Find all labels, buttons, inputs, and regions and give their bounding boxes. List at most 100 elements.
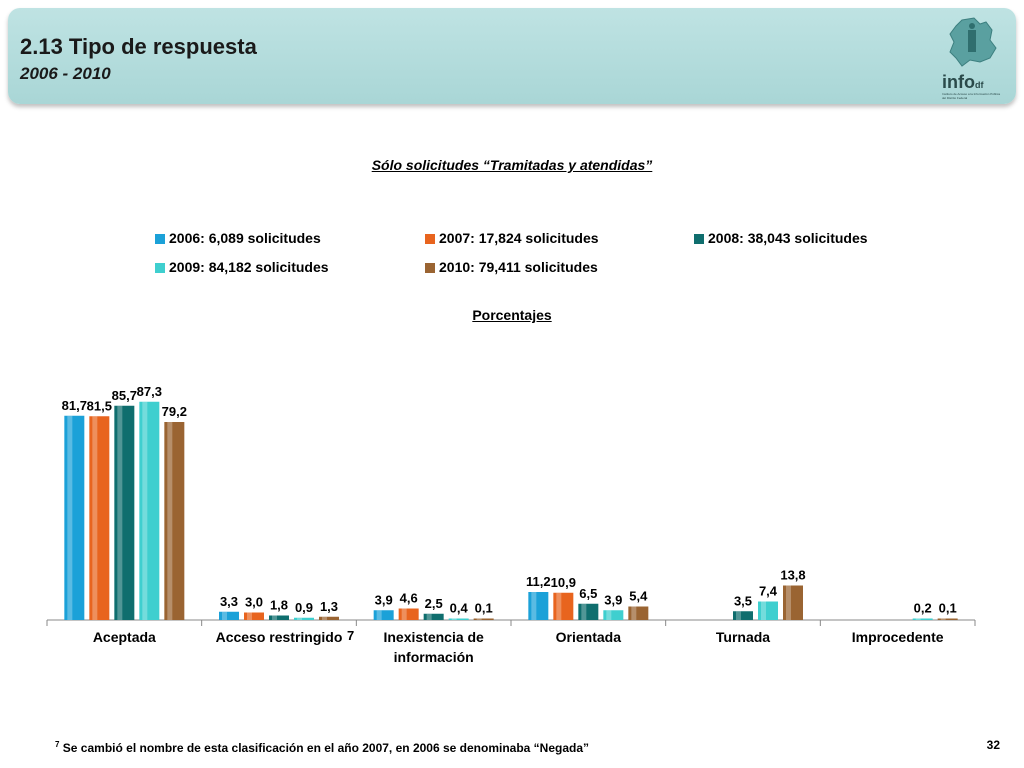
data-label: 6,5 <box>579 586 597 601</box>
bar-highlight <box>915 618 921 620</box>
legend-label: 2009: 84,182 solicitudes <box>169 259 329 275</box>
bar-chart: 81,7 81,585,7 87,379,2 Aceptada 3,3 3,0 1,8 0,9… <box>46 384 976 665</box>
bar <box>219 611 239 620</box>
bar <box>912 618 933 620</box>
bar-highlight <box>736 611 741 620</box>
category-label: Orientada <box>556 629 622 645</box>
legend-swatch <box>694 234 704 244</box>
slide-title: 2.13 Tipo de respuesta <box>20 34 257 59</box>
bar <box>398 608 419 620</box>
bar <box>269 615 289 620</box>
data-label: 1,3 <box>320 599 338 614</box>
data-label: 4,6 <box>400 591 418 606</box>
legend-swatch <box>155 263 165 273</box>
bar <box>473 618 494 620</box>
category-label: Aceptada <box>93 629 156 645</box>
category-label: Acceso restringido <box>216 629 343 645</box>
bar <box>423 613 444 620</box>
bar-highlight <box>761 601 766 620</box>
data-label: 2,5 <box>425 596 443 611</box>
bar <box>319 616 339 620</box>
data-label: 3,9 <box>604 592 622 607</box>
data-label: 85,7 <box>112 388 137 403</box>
bar-highlight <box>631 606 637 620</box>
bar-highlight <box>581 603 587 620</box>
bar <box>553 592 574 620</box>
logo-caption: Instituto de Acceso a la Información Púb… <box>942 92 1001 100</box>
footnote-marker: 7 <box>55 740 60 749</box>
bar <box>373 610 394 620</box>
legend-item-2008: 2008: 38,043 solicitudes <box>694 230 868 246</box>
bar-highlight <box>117 405 123 620</box>
bar-highlight <box>401 608 407 620</box>
bar <box>783 585 803 620</box>
bar <box>937 618 958 620</box>
logo-text: info <box>942 72 975 92</box>
bar-highlight <box>272 615 277 620</box>
category-label: Turnada <box>716 629 770 645</box>
logo-suffix: df <box>975 80 984 90</box>
bar-highlight <box>376 610 382 620</box>
legend-label: 2010: 79,411 solicitudes <box>439 259 598 275</box>
bar-highlight <box>556 592 562 620</box>
slide-subtitle: 2006 - 2010 <box>20 64 111 83</box>
data-label: 79,2 <box>162 404 187 419</box>
bar <box>733 611 753 620</box>
footnote: 7 Se cambió el nombre de esta clasificac… <box>55 740 589 755</box>
data-label: 0,2 <box>914 601 932 616</box>
bar-highlight <box>451 618 457 620</box>
data-label: 81,5 <box>87 398 112 413</box>
bar <box>164 422 185 620</box>
bar <box>114 405 135 620</box>
bar-highlight <box>531 592 537 620</box>
footnote-text: Se cambió el nombre de esta clasificació… <box>62 741 590 755</box>
bar-highlight <box>786 585 791 620</box>
data-label: 5,4 <box>629 589 648 604</box>
legend-label: 2008: 38,043 solicitudes <box>708 230 868 246</box>
bar <box>758 601 778 620</box>
legend-swatch <box>155 234 165 244</box>
data-label: 87,3 <box>137 384 162 399</box>
title-banner: 2.13 Tipo de respuesta 2006 - 2010 infod… <box>8 8 1016 104</box>
data-label: 3,5 <box>734 593 752 608</box>
bar-highlight <box>426 613 432 620</box>
bar <box>578 603 599 620</box>
data-label: 1,8 <box>270 598 288 613</box>
bar-highlight <box>606 610 612 620</box>
page-number: 32 <box>986 738 1000 752</box>
category-label: Inexistencia de <box>383 629 484 645</box>
data-label: 13,8 <box>780 568 805 583</box>
legend-swatch <box>425 263 435 273</box>
data-label: 0,4 <box>450 601 469 616</box>
category-footnote-marker: 7 <box>347 628 355 643</box>
data-label: 3,9 <box>375 592 393 607</box>
bar-highlight <box>142 401 148 620</box>
category-label: Improcedente <box>852 629 944 645</box>
bar-highlight <box>92 416 98 620</box>
chart-title: Sólo solicitudes “Tramitadas y atendidas… <box>371 157 653 173</box>
data-label: 3,3 <box>220 594 238 609</box>
bar <box>528 592 549 620</box>
legend-item-2009: 2009: 84,182 solicitudes <box>155 259 329 275</box>
data-label: 7,4 <box>759 584 778 599</box>
legend-item-2010: 2010: 79,411 solicitudes <box>425 259 598 275</box>
data-label: 10,9 <box>551 575 576 590</box>
bar <box>628 606 649 620</box>
bar-highlight <box>222 611 227 620</box>
infodf-logo: infodf Instituto de Acceso a la Informac… <box>940 16 1004 100</box>
bar-highlight <box>940 618 946 620</box>
bar <box>244 612 264 620</box>
map-icon <box>949 17 997 67</box>
unit-label: Porcentajes <box>472 307 552 323</box>
data-label: 0,1 <box>939 601 957 616</box>
data-label: 0,1 <box>475 601 493 616</box>
bar-highlight <box>322 616 327 620</box>
legend-item-2007: 2007: 17,824 solicitudes <box>425 230 599 246</box>
data-label: 11,2 <box>526 574 551 589</box>
bar <box>603 610 624 620</box>
bar <box>448 618 469 620</box>
data-label: 0,9 <box>295 600 313 615</box>
legend-swatch <box>425 234 435 244</box>
bar-highlight <box>67 415 73 620</box>
bar-highlight <box>297 617 302 620</box>
